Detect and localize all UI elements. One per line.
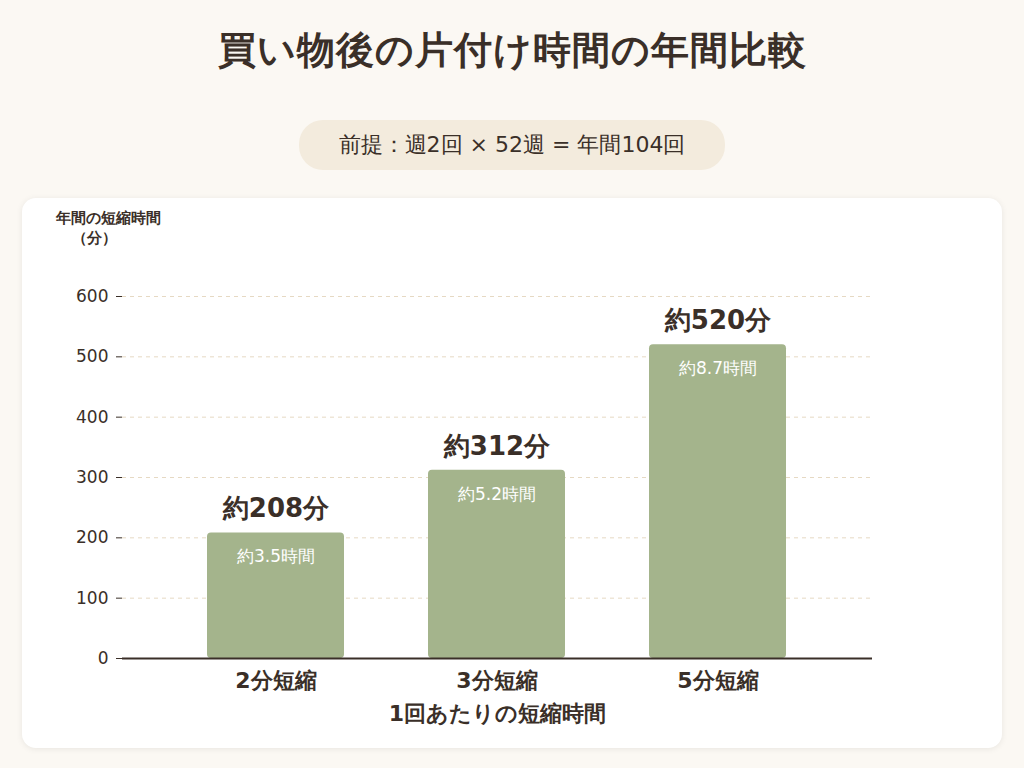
svg-text:0: 0: [98, 648, 109, 668]
svg-text:1回あたりの短縮時間: 1回あたりの短縮時間: [389, 701, 606, 726]
svg-text:約208分: 約208分: [222, 493, 330, 523]
html-text:買い物後の片付け時間の年間比較: 買い物後の片付け時間の年間比較: [217, 27, 807, 72]
svg-text:400: 400: [76, 407, 108, 427]
svg-text:約8.7時間: 約8.7時間: [679, 358, 757, 378]
svg-text:3分短縮: 3分短縮: [456, 668, 537, 693]
svg-text:100: 100: [76, 588, 108, 608]
svg-text:500: 500: [76, 346, 108, 366]
html-text:前提：週2回 × 52週 = 年間104回: 前提：週2回 × 52週 = 年間104回: [338, 132, 686, 157]
html-text:年間の短縮時間: 年間の短縮時間: [56, 209, 161, 227]
svg-text:300: 300: [76, 467, 108, 487]
svg-text:200: 200: [76, 527, 108, 547]
svg-text:約3.5時間: 約3.5時間: [237, 546, 315, 566]
svg-text:2分短縮: 2分短縮: [235, 668, 316, 693]
svg-text:約312分: 約312分: [443, 431, 551, 461]
svg-text:5分短縮: 5分短縮: [677, 668, 758, 693]
svg-text:約5.2時間: 約5.2時間: [458, 484, 536, 504]
svg-text:約520分: 約520分: [664, 305, 772, 335]
svg-text:600: 600: [76, 286, 108, 306]
html-text:（分）: （分）: [72, 229, 117, 247]
